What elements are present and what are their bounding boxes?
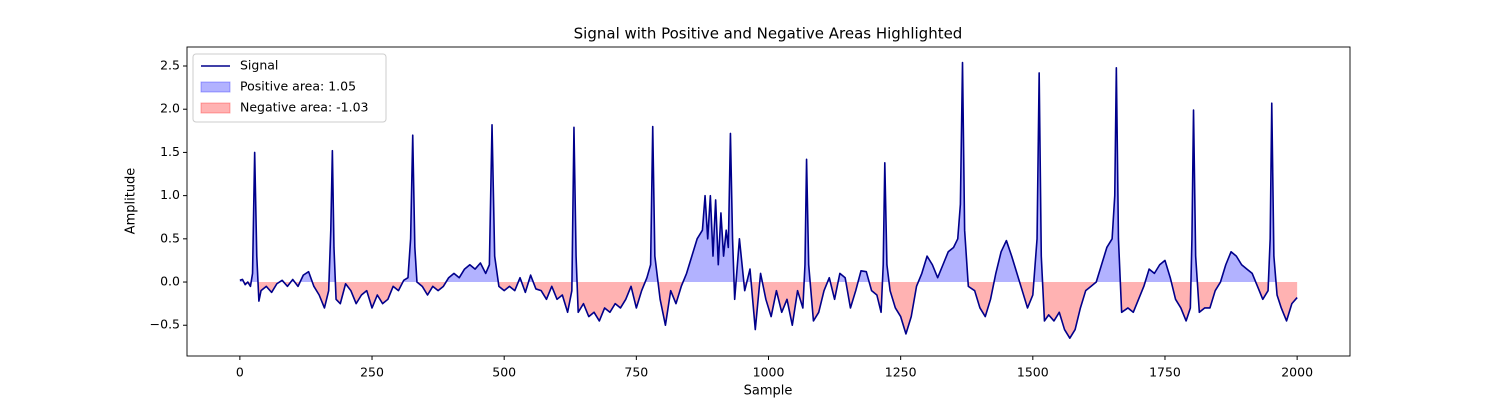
plot-frame [186,46,1351,357]
y-tick-label: −0.5 [150,317,180,332]
y-tick-label: 0.5 [160,230,180,245]
x-tick-label: 750 [624,365,648,380]
legend-handle [200,102,231,114]
legend-box [192,53,387,123]
legend-handle [200,81,231,93]
x-tick-label: 2000 [1281,365,1313,380]
legend-label: Positive area: 1.05 [240,79,356,94]
x-tick-label: 0 [236,365,244,380]
legend-label: Signal [240,58,278,73]
y-tick-label: 0.0 [160,274,180,289]
x-tick-label: 250 [360,365,384,380]
x-tick-label: 1250 [885,365,917,380]
x-tick-label: 1750 [1149,365,1181,380]
x-tick-label: 500 [492,365,516,380]
signal-line [239,61,1298,339]
legend-label: Negative area: -1.03 [240,100,368,115]
y-tick-label: 1.0 [160,187,180,202]
y-tick-label: 1.5 [160,144,180,159]
x-tick-label: 1500 [1017,365,1049,380]
y-tick-label: 2.0 [160,101,180,116]
area-below [239,282,1298,339]
x-axis-label: Sample [744,384,793,399]
y-axis-label: Amplitude [124,168,139,235]
x-tick-label: 1000 [753,365,785,380]
chart-title: Signal with Positive and Negative Areas … [574,25,963,43]
y-tick-label: 2.5 [160,58,180,73]
